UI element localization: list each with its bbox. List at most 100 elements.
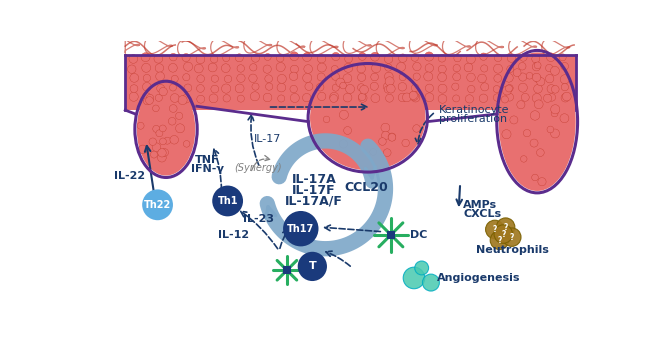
Circle shape <box>146 95 154 102</box>
Circle shape <box>385 64 392 71</box>
Circle shape <box>222 84 231 93</box>
Circle shape <box>413 63 421 71</box>
Circle shape <box>209 94 218 103</box>
Circle shape <box>370 52 380 61</box>
Circle shape <box>370 82 378 90</box>
Circle shape <box>384 86 391 93</box>
Circle shape <box>339 140 348 148</box>
Circle shape <box>176 124 185 133</box>
Circle shape <box>278 74 287 83</box>
Ellipse shape <box>310 65 426 170</box>
Circle shape <box>532 94 541 103</box>
Circle shape <box>519 54 527 61</box>
Circle shape <box>170 135 179 144</box>
Circle shape <box>464 63 473 72</box>
Circle shape <box>263 93 272 102</box>
Circle shape <box>127 65 136 73</box>
Circle shape <box>551 105 560 114</box>
Circle shape <box>551 85 559 93</box>
Text: ?: ? <box>493 225 497 234</box>
Circle shape <box>506 85 514 91</box>
Circle shape <box>452 83 459 90</box>
Circle shape <box>385 72 393 81</box>
Circle shape <box>388 133 396 141</box>
Circle shape <box>144 98 151 105</box>
Circle shape <box>506 93 514 101</box>
Circle shape <box>141 53 150 62</box>
Circle shape <box>504 73 514 82</box>
Circle shape <box>370 73 378 81</box>
Circle shape <box>176 112 183 119</box>
Circle shape <box>517 101 525 109</box>
Circle shape <box>182 53 190 62</box>
Circle shape <box>158 149 166 157</box>
Circle shape <box>318 92 326 101</box>
Text: ?: ? <box>503 223 508 232</box>
Circle shape <box>213 186 243 216</box>
Text: Th17: Th17 <box>287 224 315 234</box>
Circle shape <box>371 94 380 103</box>
Circle shape <box>507 54 515 62</box>
Circle shape <box>510 116 518 124</box>
Text: TNF: TNF <box>196 155 220 165</box>
Circle shape <box>399 73 406 81</box>
Circle shape <box>317 63 326 72</box>
Circle shape <box>521 94 529 101</box>
Circle shape <box>359 85 369 94</box>
Circle shape <box>235 84 244 93</box>
Circle shape <box>384 149 391 156</box>
Circle shape <box>330 95 337 102</box>
Circle shape <box>545 64 553 72</box>
Text: ?: ? <box>510 233 514 242</box>
Circle shape <box>358 84 365 91</box>
Circle shape <box>277 83 286 92</box>
Circle shape <box>502 228 521 246</box>
Circle shape <box>153 105 159 112</box>
Circle shape <box>357 65 365 73</box>
Circle shape <box>290 85 298 93</box>
Circle shape <box>323 116 330 123</box>
Circle shape <box>208 63 217 72</box>
Circle shape <box>479 94 488 103</box>
Circle shape <box>382 131 390 139</box>
Circle shape <box>156 130 163 137</box>
Circle shape <box>402 139 410 147</box>
Circle shape <box>425 93 434 102</box>
Circle shape <box>530 139 538 147</box>
Circle shape <box>424 72 433 81</box>
Circle shape <box>159 125 166 132</box>
Circle shape <box>493 64 502 73</box>
Circle shape <box>142 93 151 102</box>
Text: CXCLs: CXCLs <box>463 209 501 219</box>
Circle shape <box>538 177 546 186</box>
Circle shape <box>411 84 419 92</box>
Circle shape <box>358 73 366 82</box>
Circle shape <box>478 74 486 83</box>
Circle shape <box>196 85 204 92</box>
Circle shape <box>197 75 205 83</box>
Circle shape <box>381 123 390 132</box>
Circle shape <box>154 54 162 63</box>
Circle shape <box>413 125 421 132</box>
Circle shape <box>170 94 179 102</box>
Circle shape <box>194 64 203 73</box>
Circle shape <box>182 95 190 103</box>
Circle shape <box>156 72 164 81</box>
Circle shape <box>142 189 173 220</box>
Circle shape <box>137 122 144 129</box>
Circle shape <box>551 110 558 117</box>
Circle shape <box>551 66 560 75</box>
Circle shape <box>151 151 157 158</box>
Circle shape <box>411 54 419 61</box>
Circle shape <box>532 55 539 63</box>
Circle shape <box>164 137 171 144</box>
Circle shape <box>480 83 489 91</box>
Circle shape <box>157 84 164 92</box>
Circle shape <box>467 85 475 93</box>
Circle shape <box>298 252 327 281</box>
Circle shape <box>413 73 421 80</box>
Circle shape <box>265 83 273 90</box>
Circle shape <box>493 94 501 101</box>
Circle shape <box>142 83 151 91</box>
Circle shape <box>454 55 461 62</box>
